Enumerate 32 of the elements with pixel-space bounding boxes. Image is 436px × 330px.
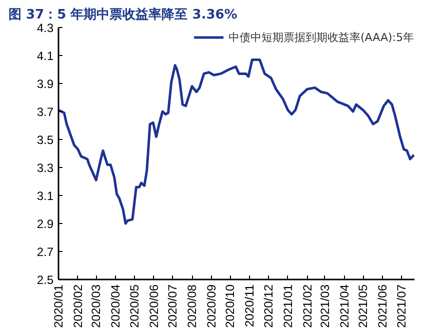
x-tick-label: 2021/03 [318,284,332,328]
y-tick-label: 2.7 [36,245,54,259]
x-tick-label: 2020/10 [223,284,238,328]
x-tick-label: 2020/01 [52,284,66,328]
x-tick-label: 2020/03 [89,284,104,328]
y-tick-label: 3.3 [36,161,54,175]
y-tick-label: 3.5 [36,133,54,147]
line-series [58,58,414,225]
x-tick-label: 2020/04 [108,284,123,328]
y-tick-label: 3.9 [36,77,54,91]
y-tick-label: 3.1 [36,189,54,203]
x-tick-label: 2021/02 [300,284,314,328]
x-tick-label: 2021/06 [376,284,390,328]
y-tick-label: 3.7 [36,105,54,119]
x-tick-label: 2021/01 [280,284,295,328]
y-tick-label: 4.1 [36,49,54,63]
x-tick-label: 2020/09 [204,284,218,328]
x-tick-label: 2021/04 [337,284,352,328]
x-tick-label: 2020/08 [185,284,199,328]
legend-label: 中债中短期票据到期收益率(AAA):5年 [228,30,414,44]
y-tick-label: 4.3 [36,21,54,35]
x-tick-label: 2021/07 [394,284,408,328]
x-tick-label: 2020/06 [146,284,161,328]
x-tick-label: 2020/07 [166,284,180,328]
x-tick-label: 2020/11 [242,284,257,327]
x-tick-label: 2020/05 [127,284,142,328]
x-tick-label: 2020/12 [261,284,276,328]
x-tick-label: 2021/05 [356,284,370,328]
chart-title: 图 37：5 年期中票收益率降至 3.36% [8,6,238,22]
x-tick-label: 2020/02 [70,284,85,328]
y-tick-label: 2.5 [36,273,54,287]
y-tick-label: 2.9 [36,217,54,231]
